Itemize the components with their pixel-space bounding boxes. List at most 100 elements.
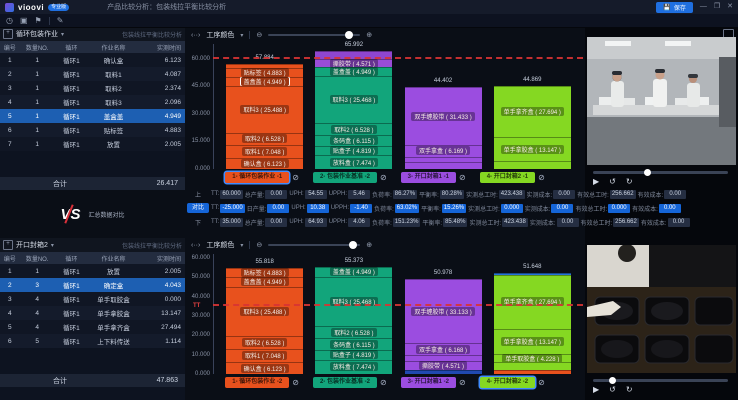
bar-segment[interactable]: 取料2 ( 6.528 ) xyxy=(315,123,393,136)
table-row[interactable]: 2 1 循环1 取料1 4.087 xyxy=(0,67,185,81)
legend-chip[interactable]: 2- 包装作业基准 -2 xyxy=(312,172,377,183)
bar-segment[interactable]: 盖盒盖 ( 4.949 ) xyxy=(315,67,393,77)
slider-knob[interactable] xyxy=(349,241,358,249)
legend-chip[interactable]: 3- 开口封箱1 -2 xyxy=(400,377,457,388)
legend-chip[interactable]: 1- 循环包装作业 -2 xyxy=(225,377,290,388)
bar-segment[interactable]: 贴标签 ( 4.883 ) xyxy=(226,267,304,277)
block-icon[interactable]: ⊘ xyxy=(538,378,545,387)
table-row[interactable]: 6 5 循环1 上下料传送 1.114 xyxy=(0,334,185,348)
bar-segment[interactable]: 取料2 ( 6.528 ) xyxy=(226,132,304,145)
save-button[interactable]: 💾 保存 xyxy=(656,1,693,13)
pan-icon[interactable]: ‹··› xyxy=(191,31,201,39)
stacked-bar[interactable]: 65.992 放料盒 ( 7.474 ) 贴盒子 ( 4.819 ) 条码盒 ( 6.… xyxy=(315,42,393,169)
legend-chip[interactable]: 1- 循环包装作业 -1 xyxy=(225,172,290,183)
column-header[interactable]: 数量NO. xyxy=(25,256,49,263)
restore-button[interactable]: ❐ xyxy=(713,3,721,10)
column-header[interactable]: 实测时间 xyxy=(156,45,181,52)
zoom-out-icon[interactable]: ⊖ xyxy=(256,32,263,39)
stacked-bar[interactable]: 44.869 单手拿胶盒 ( 13.147 ) 单手拿齐盒 ( 27.694 ) xyxy=(493,77,571,169)
column-header[interactable]: 作业名称 xyxy=(101,256,126,263)
column-header[interactable]: 循环 xyxy=(65,256,78,263)
bar-segment[interactable]: 取料3 ( 25.488 ) xyxy=(226,286,304,336)
chevron-down-icon[interactable]: ▾ xyxy=(50,242,54,249)
chevron-down-icon[interactable]: ▾ xyxy=(240,32,244,39)
block-icon[interactable]: ⊘ xyxy=(292,173,299,182)
column-header[interactable]: 实测时间 xyxy=(156,256,181,263)
table-row[interactable]: 6 1 循环1 贴标签 4.883 xyxy=(0,123,185,137)
table-row[interactable]: 2 3 循环1 确定盒 4.043 xyxy=(0,278,185,292)
bar-segment[interactable]: 双手拿盒 ( 6.168 ) xyxy=(404,343,482,356)
zoom-slider[interactable] xyxy=(268,241,361,249)
table-menu-icon[interactable]: + xyxy=(3,29,13,39)
bar-segment[interactable]: 取料2 ( 6.528 ) xyxy=(226,335,304,349)
save-icon[interactable]: ▣ xyxy=(19,16,28,25)
slider-knob[interactable] xyxy=(345,31,354,39)
bar-segment[interactable]: 双手拿盒 ( 6.169 ) xyxy=(404,145,482,157)
block-icon[interactable]: ⊘ xyxy=(538,173,545,182)
color-mode-dropdown[interactable]: 工序颜色 xyxy=(206,32,235,39)
bar-segment[interactable]: 单手拿胶盒 ( 13.147 ) xyxy=(493,137,571,162)
bar-segment[interactable]: 条码盒 ( 6.115 ) xyxy=(315,135,393,147)
play-icon[interactable]: ▶ xyxy=(593,385,600,394)
stacked-bar[interactable]: 55.818 确认盒 ( 6.123 ) 取料1 ( 7.048 ) 取料2 ( 6.… xyxy=(226,259,304,374)
loop-icon[interactable]: ↻ xyxy=(625,385,633,394)
block-icon[interactable]: ⊘ xyxy=(379,173,387,182)
bar-segment[interactable]: 单手拿齐盒 ( 27.694 ) xyxy=(493,86,571,138)
bar-segment[interactable]: 贴标签 ( 4.883 ) xyxy=(226,67,304,77)
legend-chip[interactable]: 4- 开口封箱2 -1 xyxy=(479,172,536,183)
table-row[interactable]: 4 4 循环1 单手拿胶盒 13.147 xyxy=(0,306,185,320)
bar-segment[interactable]: 撕胶带 ( 4.571 ) xyxy=(315,58,393,68)
bar-segment[interactable]: 盖盒盖 ( 4.949 ) xyxy=(315,266,393,277)
bar-segment[interactable]: 取料1 ( 7.048 ) xyxy=(226,144,304,158)
table-row[interactable]: 3 1 循环1 取料2 2.374 xyxy=(0,81,185,95)
bottom-video-frame[interactable] xyxy=(587,245,736,373)
bar-segment[interactable] xyxy=(404,370,482,374)
bar-segment[interactable]: 确认盒 ( 6.123 ) xyxy=(226,362,304,374)
top-video-progress[interactable] xyxy=(593,169,728,176)
table-row[interactable]: 1 1 循环1 确认盒 6.123 xyxy=(0,53,185,67)
bar-segment[interactable]: 撕胶带 ( 4.571 ) xyxy=(404,361,482,371)
bar-segment[interactable] xyxy=(315,51,393,59)
bar-segment[interactable] xyxy=(404,156,482,163)
column-header[interactable]: 数量NO. xyxy=(25,45,49,52)
stacked-bar[interactable]: 50.978 撕胶带 ( 4.571 ) 双手拿盒 ( 6.168 ) 双手缠胶带 (… xyxy=(404,270,482,374)
minimize-button[interactable]: — xyxy=(699,3,707,10)
bottom-video-progress[interactable] xyxy=(593,377,728,384)
flag-icon[interactable]: ⚑ xyxy=(34,16,42,25)
legend-chip[interactable]: 3- 开口封箱1 -1 xyxy=(400,172,457,183)
bar-segment[interactable]: 取料3 ( 25.468 ) xyxy=(315,276,393,326)
zoom-out-icon[interactable]: ⊖ xyxy=(256,242,263,249)
bar-segment[interactable] xyxy=(493,362,571,371)
bar-segment[interactable] xyxy=(404,162,482,169)
table-row[interactable]: 7 1 循环1 放置 2.005 xyxy=(0,137,185,151)
close-button[interactable]: ✕ xyxy=(727,3,733,10)
bar-segment[interactable] xyxy=(226,64,304,68)
bar-segment[interactable]: 双手缠胶带 ( 31.433 ) xyxy=(404,87,482,146)
bar-segment[interactable]: 条码盒 ( 6.115 ) xyxy=(315,338,393,351)
bar-segment[interactable]: 单手拿齐盒 ( 27.694 ) xyxy=(493,275,571,329)
column-header[interactable]: 编号 xyxy=(3,256,16,263)
pan-icon[interactable]: ‹··› xyxy=(191,241,201,249)
bar-segment[interactable]: 取料3 ( 25.468 ) xyxy=(315,76,393,124)
progress-knob[interactable] xyxy=(644,169,652,176)
table-menu-icon[interactable]: + xyxy=(3,240,13,250)
bar-segment[interactable]: 双手缠胶带 ( 33.133 ) xyxy=(404,279,482,344)
loop-icon[interactable]: ↻ xyxy=(625,177,633,186)
table-row[interactable]: 3 4 循环1 单手取胶盒 0.000 xyxy=(0,292,185,306)
bar-segment[interactable]: 盖盒盖 ( 4.949 ) xyxy=(226,276,304,287)
play-icon[interactable]: ▶ xyxy=(593,177,600,186)
top-table-dropdown[interactable]: 循环包装作业 xyxy=(16,31,58,38)
bottom-table-dropdown[interactable]: 开口封箱2 xyxy=(16,242,48,249)
block-icon[interactable]: ⊘ xyxy=(292,378,299,387)
bar-segment[interactable]: 放料盒 ( 7.474 ) xyxy=(315,359,393,374)
stacked-bar[interactable]: 51.648 单手取胶盒 ( 4.228 ) 单手拿胶盒 ( 13.147 ) 单手拿… xyxy=(493,264,571,374)
bar-segment[interactable]: 单手拿胶盒 ( 13.147 ) xyxy=(493,328,571,355)
block-icon[interactable]: ⊘ xyxy=(379,378,387,387)
bar-segment[interactable] xyxy=(404,355,482,362)
block-icon[interactable]: ⊘ xyxy=(459,378,466,387)
chevron-down-icon[interactable]: ▾ xyxy=(61,31,65,38)
stacked-bar[interactable]: 55.373 放料盒 ( 7.474 ) 贴盒子 ( 4.819 ) 条码盒 ( 6.… xyxy=(315,258,393,374)
bar-segment[interactable]: 取料1 ( 7.048 ) xyxy=(226,348,304,363)
bar-segment[interactable]: 取料2 ( 6.528 ) xyxy=(315,325,393,339)
replay-icon[interactable]: ↺ xyxy=(609,385,616,394)
